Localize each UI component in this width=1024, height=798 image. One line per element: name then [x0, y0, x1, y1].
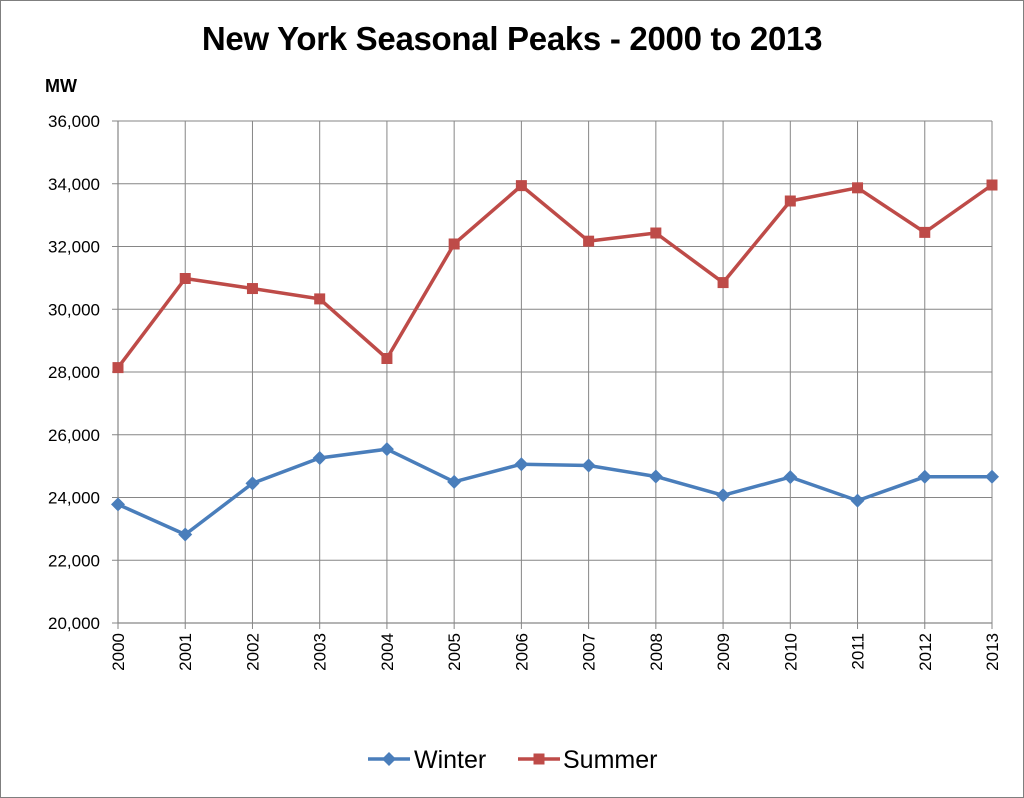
gridlines [112, 120, 993, 629]
y-tick-label: 26,000 [48, 426, 100, 445]
x-tick-label: 2012 [916, 633, 935, 671]
summer-data-point [246, 283, 258, 295]
y-tick-label: 32,000 [48, 238, 100, 257]
x-tick-label: 2013 [983, 633, 1002, 671]
x-tick-label: 2008 [647, 633, 666, 671]
x-tick-label: 2002 [243, 633, 262, 671]
winter-data-point [178, 527, 193, 542]
summer-data-point [784, 195, 796, 207]
x-tick-label: 2000 [109, 633, 128, 671]
winter-data-point [245, 476, 260, 491]
legend-winter-label: Winter [414, 746, 486, 774]
summer-data-point [314, 293, 326, 305]
y-tick-label: 36,000 [48, 112, 100, 131]
x-tick-label: 2007 [580, 633, 599, 671]
summer-data-point [919, 226, 931, 238]
x-tick-label: 2001 [176, 633, 195, 671]
y-tick-label: 34,000 [48, 175, 100, 194]
y-axis-unit-label: MW [45, 76, 77, 96]
summer-data-point [852, 182, 864, 194]
winter-data-point [379, 442, 394, 457]
winter-data-point [581, 458, 596, 473]
winter-data-point [850, 493, 865, 508]
legend-summer-label: Summer [563, 746, 657, 774]
winter-series-line [117, 447, 992, 537]
y-tick-label: 30,000 [48, 300, 100, 319]
x-axis-ticks: 2000 2001 2002 2003 2004 2005 2006 2007 2008 2009… [109, 633, 1002, 671]
x-tick-label: 2005 [445, 633, 464, 671]
y-tick-label: 28,000 [48, 363, 100, 382]
x-tick-label: 2011 [849, 633, 868, 670]
summer-data-point [515, 180, 527, 192]
winter-data-point [716, 488, 731, 503]
chart-title: New York Seasonal Peaks - 2000 to 2013 [201, 20, 823, 57]
winter-data-point [514, 457, 529, 472]
x-tick-label: 2004 [378, 633, 397, 671]
x-tick-label: 2009 [714, 633, 733, 671]
legend: Winter Summer [368, 746, 657, 774]
y-tick-label: 24,000 [48, 489, 100, 508]
legend-summer-marker [533, 753, 545, 765]
summer-data-point [112, 362, 124, 374]
summer-data-point [717, 277, 729, 289]
summer-data-point [583, 235, 595, 247]
x-tick-label: 2006 [512, 633, 531, 671]
x-tick-label: 2010 [781, 633, 800, 671]
x-tick-label: 2003 [311, 633, 330, 671]
winter-data-point [985, 469, 999, 484]
winter-data-point [917, 469, 932, 484]
summer-series-line [116, 183, 994, 369]
summer-data-point [448, 238, 460, 250]
y-axis-ticks: 20,000 22,000 24,000 26,000 28,000 30,000 32,0… [48, 112, 100, 633]
y-tick-label: 20,000 [48, 614, 100, 633]
summer-data-point [179, 273, 191, 285]
legend-winter-marker [382, 752, 396, 766]
winter-data-point [447, 474, 462, 489]
series-group [111, 179, 999, 542]
winter-data-point [111, 497, 125, 512]
summer-data-point [381, 353, 393, 365]
winter-data-point [312, 450, 327, 465]
winter-data-point [648, 469, 663, 484]
summer-data-point [650, 227, 662, 239]
y-tick-label: 22,000 [48, 551, 100, 570]
summer-data-point [986, 179, 998, 191]
winter-data-point [783, 470, 798, 485]
